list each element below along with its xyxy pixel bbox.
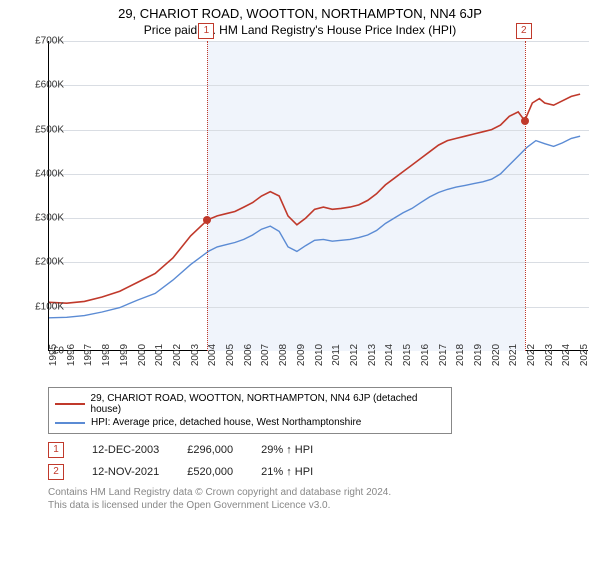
y-tick-label: £200K — [20, 257, 64, 268]
chart-area: £0£100K£200K£300K£400K£500K£600K£700K 19… — [40, 41, 600, 381]
y-tick-label: £400K — [20, 168, 64, 179]
sale-delta: 29% ↑ HPI — [261, 444, 313, 456]
line-series — [49, 41, 589, 351]
chart-title: 29, CHARIOT ROAD, WOOTTON, NORTHAMPTON, … — [0, 6, 600, 21]
sale-date: 12-NOV-2021 — [92, 466, 159, 478]
x-tick-label: 2006 — [243, 344, 254, 366]
x-tick-label: 2020 — [491, 344, 502, 366]
x-tick-label: 2007 — [260, 344, 271, 366]
y-tick-label: £100K — [20, 301, 64, 312]
sale-marker: 1 — [198, 23, 214, 39]
y-tick-label: £600K — [20, 80, 64, 91]
footnote-line: Contains HM Land Registry data © Crown c… — [48, 486, 600, 499]
sale-marker-icon: 1 — [48, 442, 64, 458]
sale-dot — [203, 216, 211, 224]
y-tick-label: £300K — [20, 213, 64, 224]
x-tick-label: 2001 — [154, 344, 165, 366]
x-tick-label: 2017 — [438, 344, 449, 366]
footnote: Contains HM Land Registry data © Crown c… — [48, 486, 600, 512]
x-tick-label: 2000 — [137, 344, 148, 366]
x-tick-label: 2025 — [579, 344, 590, 366]
x-tick-label: 2011 — [331, 344, 342, 366]
x-tick-label: 1997 — [83, 344, 94, 366]
x-tick-label: 2013 — [367, 344, 378, 366]
legend-swatch — [55, 403, 85, 405]
sale-price: £296,000 — [187, 444, 233, 456]
sale-row: 2 12-NOV-2021 £520,000 21% ↑ HPI — [48, 464, 600, 480]
x-tick-label: 2009 — [296, 344, 307, 366]
sale-date: 12-DEC-2003 — [92, 444, 159, 456]
x-tick-label: 1995 — [48, 344, 59, 366]
series-price_paid — [49, 94, 580, 303]
chart-subtitle: Price paid vs. HM Land Registry's House … — [0, 23, 600, 37]
y-tick-label: £500K — [20, 124, 64, 135]
x-tick-label: 2010 — [314, 344, 325, 366]
footnote-line: This data is licensed under the Open Gov… — [48, 499, 600, 512]
legend-swatch — [55, 422, 85, 424]
x-tick-label: 2003 — [190, 344, 201, 366]
legend: 29, CHARIOT ROAD, WOOTTON, NORTHAMPTON, … — [48, 387, 452, 434]
sale-marker: 2 — [516, 23, 532, 39]
x-tick-label: 2023 — [544, 344, 555, 366]
legend-label: 29, CHARIOT ROAD, WOOTTON, NORTHAMPTON, … — [91, 393, 445, 415]
x-tick-label: 2021 — [508, 344, 519, 366]
x-tick-label: 1996 — [66, 344, 77, 366]
x-tick-label: 2005 — [225, 344, 236, 366]
x-tick-label: 2012 — [349, 344, 360, 366]
series-hpi — [49, 136, 580, 318]
chart-container: 29, CHARIOT ROAD, WOOTTON, NORTHAMPTON, … — [0, 6, 600, 566]
x-tick-label: 1998 — [101, 344, 112, 366]
sale-row: 1 12-DEC-2003 £296,000 29% ↑ HPI — [48, 442, 600, 458]
sale-price: £520,000 — [187, 466, 233, 478]
sale-dot — [521, 117, 529, 125]
legend-item: HPI: Average price, detached house, West… — [55, 416, 445, 429]
x-tick-label: 2002 — [172, 344, 183, 366]
x-tick-label: 2024 — [561, 344, 572, 366]
x-tick-label: 2018 — [455, 344, 466, 366]
legend-item: 29, CHARIOT ROAD, WOOTTON, NORTHAMPTON, … — [55, 392, 445, 416]
sales-list: 1 12-DEC-2003 £296,000 29% ↑ HPI 2 12-NO… — [48, 442, 600, 480]
x-tick-label: 1999 — [119, 344, 130, 366]
x-tick-label: 2014 — [384, 344, 395, 366]
x-tick-label: 2016 — [420, 344, 431, 366]
sale-marker-icon: 2 — [48, 464, 64, 480]
x-tick-label: 2004 — [207, 344, 218, 366]
x-tick-label: 2015 — [402, 344, 413, 366]
x-tick-label: 2008 — [278, 344, 289, 366]
x-tick-label: 2019 — [473, 344, 484, 366]
sale-delta: 21% ↑ HPI — [261, 466, 313, 478]
plot-area — [48, 41, 588, 351]
y-tick-label: £700K — [20, 36, 64, 47]
legend-label: HPI: Average price, detached house, West… — [91, 417, 361, 428]
x-tick-label: 2022 — [526, 344, 537, 366]
